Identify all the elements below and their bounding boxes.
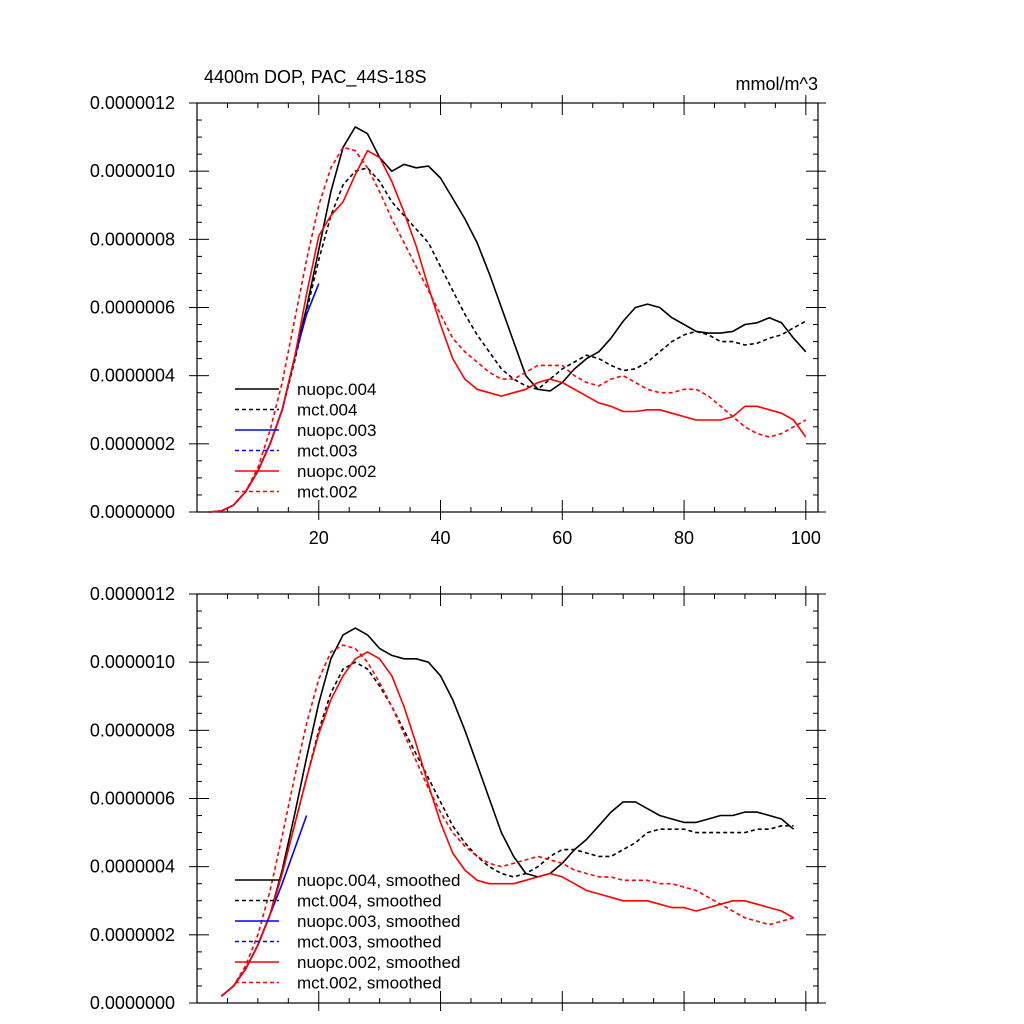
y-tick-label: 0.0000004	[90, 857, 175, 877]
y-tick-label: 0.0000010	[90, 652, 175, 672]
legend-label: mct.003, smoothed	[297, 933, 442, 952]
y-tick-label: 0.0000012	[90, 93, 175, 113]
legend-label: nuopc.004, smoothed	[297, 871, 461, 890]
y-tick-label: 0.0000004	[90, 366, 175, 386]
plot-frame	[196, 102, 819, 513]
x-tick-label: 40	[431, 528, 451, 548]
legend-label: nuopc.002, smoothed	[297, 953, 461, 972]
legend-label: mct.002	[297, 483, 357, 502]
y-tick-label: 0.0000008	[90, 229, 175, 249]
y-tick-label: 0.0000008	[90, 720, 175, 740]
x-tick-label: 100	[791, 528, 821, 548]
chart-title: 4400m DOP, PAC_44S-18S	[204, 67, 426, 88]
y-tick-label: 0.0000000	[90, 502, 175, 522]
y-tick-label: 0.0000010	[90, 161, 175, 181]
legend-label: nuopc.003	[297, 421, 376, 440]
bottom-panel: 0.0000000 0.0000002 0.0000004 0.0000006 0.00…	[90, 584, 826, 1013]
series-line	[220, 651, 794, 997]
series-line	[209, 167, 807, 513]
y-tick-label: 0.0000012	[90, 584, 175, 604]
series-line	[209, 126, 807, 513]
legend-label: mct.002, smoothed	[297, 974, 442, 993]
series-line	[209, 149, 807, 513]
series-line	[209, 443, 271, 513]
legend-label: nuopc.003, smoothed	[297, 912, 461, 931]
legend-label: nuopc.004	[297, 380, 376, 399]
series-line	[220, 661, 794, 997]
y-tick-label: 0.0000006	[90, 298, 175, 318]
y-tick-label: 0.0000000	[90, 993, 175, 1013]
legend-label: nuopc.002	[297, 462, 376, 481]
legend-label: mct.004	[297, 401, 357, 420]
series-line	[220, 914, 271, 997]
legend-label: mct.004, smoothed	[297, 892, 442, 911]
x-tick-label: 60	[552, 528, 572, 548]
series-line	[220, 815, 308, 997]
top-panel: 20 40 60 80 100 0.0000000 0.0000002 0.0000004 0.…	[90, 67, 826, 548]
series-line	[220, 627, 795, 997]
x-tick-label: 20	[309, 528, 329, 548]
legend-label: mct.003	[297, 442, 357, 461]
x-tick-label: 80	[674, 528, 694, 548]
series-line	[220, 644, 794, 997]
units-label: mmol/m^3	[736, 74, 818, 94]
y-tick-label: 0.0000002	[90, 925, 175, 945]
y-tick-label: 0.0000002	[90, 434, 175, 454]
y-tick-label: 0.0000006	[90, 789, 175, 809]
